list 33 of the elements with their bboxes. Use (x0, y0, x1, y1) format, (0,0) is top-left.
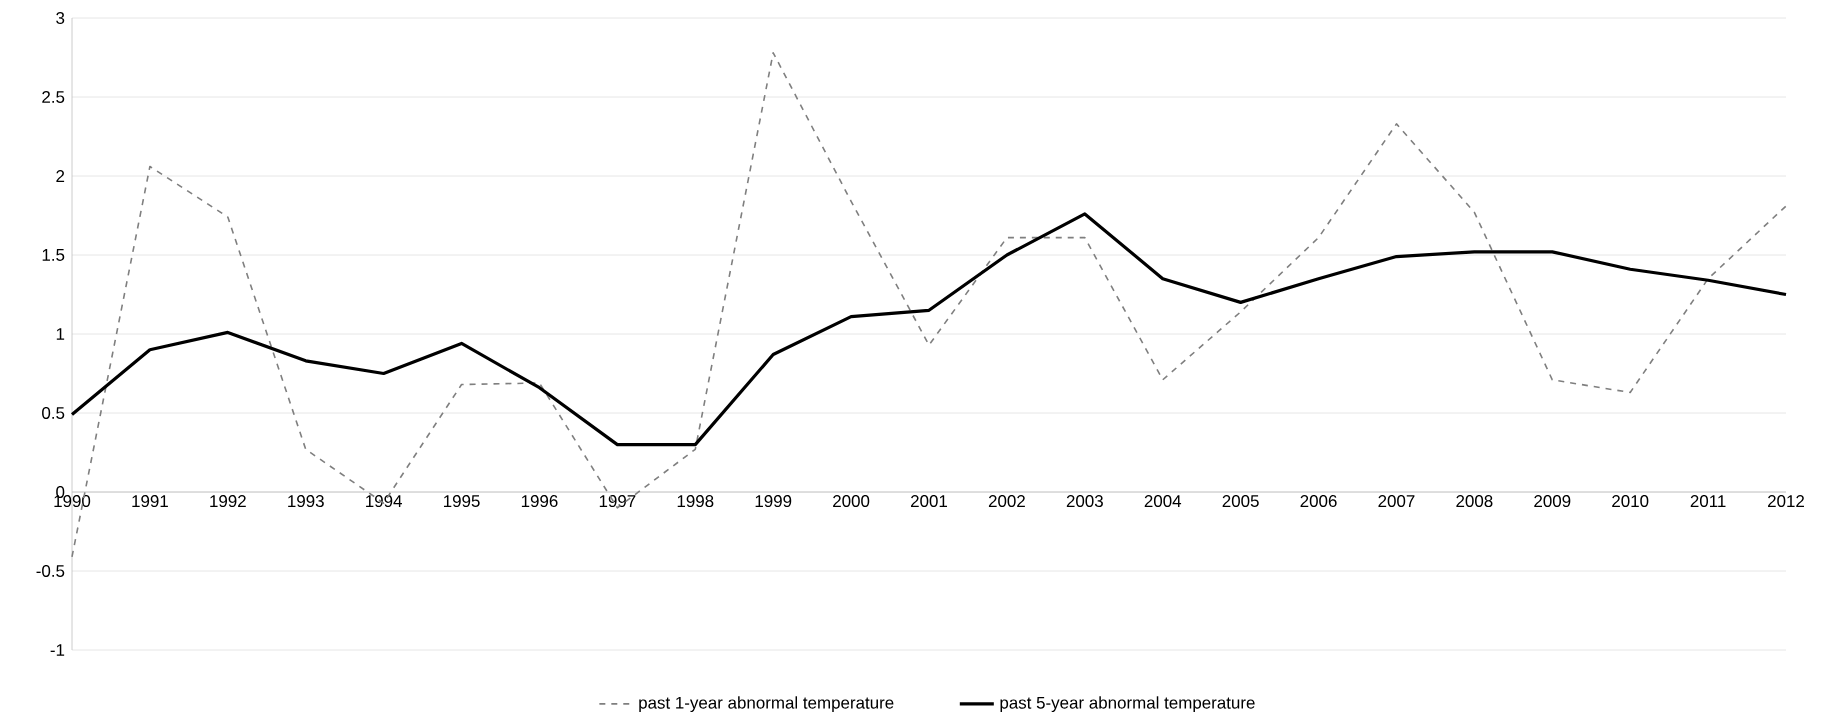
x-tick-label: 2005 (1222, 495, 1259, 508)
x-tick-label: 2003 (1066, 495, 1103, 508)
y-tick-label: 0.5 (42, 407, 65, 419)
x-tick-label: 2004 (1144, 495, 1182, 508)
x-tick-label: 1999 (755, 495, 792, 508)
x-tick-label: 2011 (1690, 495, 1726, 508)
y-tick-label: -1 (50, 644, 65, 656)
y-tick-label: 2 (56, 170, 65, 182)
y-tick-label: 1 (56, 328, 65, 340)
line-series (70, 212, 1788, 447)
x-tick-label: 1998 (677, 495, 714, 508)
y-tick-label: 2.5 (42, 91, 65, 103)
legend-label: past 5-year abnormal temperature (1000, 696, 1255, 713)
x-tick-label: 1995 (443, 495, 480, 508)
x-tick-label: 1997 (599, 495, 636, 508)
x-tick-label: 2006 (1300, 495, 1337, 508)
x-tick-label: 1996 (521, 495, 558, 508)
x-tick-label: 1994 (366, 495, 402, 508)
x-tick-label: 2010 (1612, 495, 1649, 508)
y-tick-label: 3 (56, 12, 65, 24)
x-tick-label: 2012 (1768, 495, 1804, 508)
x-tick-label: 2000 (833, 495, 870, 508)
x-tick-label: 1993 (288, 495, 324, 508)
x-tick-label: 1991 (132, 495, 168, 508)
x-tick-label: 2007 (1378, 495, 1415, 508)
legend-label: past 1-year abnormal temperature (639, 696, 894, 713)
x-tick-label: 2009 (1534, 495, 1571, 508)
x-tick-label: 2002 (988, 495, 1025, 508)
x-tick-label: 1992 (210, 495, 246, 508)
x-tick-label: 2008 (1456, 495, 1493, 508)
y-tick-label: 1.5 (42, 249, 65, 261)
x-tick-label: 2001 (911, 495, 948, 508)
y-tick-label: -0.5 (36, 565, 65, 577)
